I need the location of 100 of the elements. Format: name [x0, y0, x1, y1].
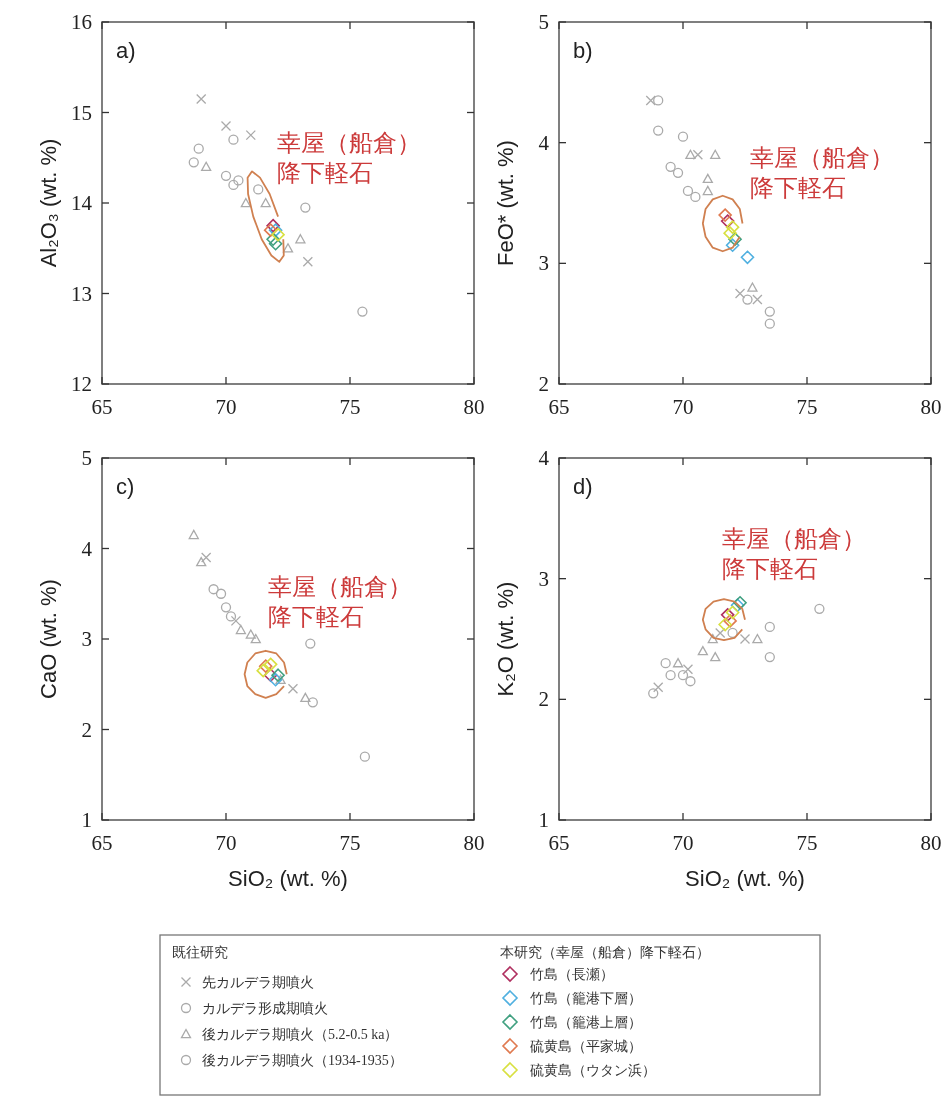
- point: [300, 692, 311, 703]
- point: [307, 697, 318, 708]
- point: [201, 161, 212, 172]
- point: [230, 615, 242, 627]
- point: [275, 674, 286, 684]
- point: [233, 175, 244, 186]
- x-tick-label: 75: [339, 395, 361, 419]
- line-series: [243, 649, 288, 699]
- point: [268, 223, 283, 237]
- point: [707, 633, 718, 644]
- x-tick-label: 65: [548, 831, 570, 855]
- point: [718, 208, 732, 222]
- y-tick-label: 13: [71, 281, 92, 306]
- x-tick-label: 70: [215, 395, 237, 419]
- point: [702, 173, 713, 184]
- legend-label: 硫黄島（平家城）: [530, 1039, 642, 1054]
- point: [240, 197, 251, 208]
- point: [266, 232, 280, 246]
- point: [727, 627, 738, 639]
- y-axis-title: CaO (wt. %): [36, 579, 61, 699]
- point: [228, 134, 239, 145]
- point: [260, 197, 271, 208]
- y-tick-label: 12: [71, 372, 92, 396]
- point: [764, 318, 775, 329]
- point: [256, 663, 270, 678]
- point: [263, 668, 278, 682]
- point: [266, 218, 280, 233]
- point: [723, 614, 737, 628]
- point: [196, 556, 207, 567]
- x-tick-label: 80: [920, 395, 942, 419]
- annotation: 幸屋（船倉）降下軽石: [750, 144, 895, 203]
- point: [710, 651, 721, 662]
- point: [287, 683, 299, 694]
- point: [282, 243, 294, 253]
- point: [723, 226, 737, 240]
- x-tick-label: 80: [920, 831, 942, 855]
- point: [702, 185, 713, 196]
- point: [665, 670, 676, 681]
- point: [672, 657, 684, 668]
- point: [263, 223, 278, 237]
- point: [225, 611, 237, 622]
- point: [653, 682, 664, 693]
- x-tick-label: 65: [548, 395, 570, 419]
- x-axis-title: SiO₂ (wt. %): [228, 866, 348, 891]
- annotation: 幸屋（船倉）降下軽石: [268, 573, 413, 632]
- point: [720, 608, 735, 622]
- point: [715, 627, 726, 639]
- y-tick-label: 2: [538, 372, 549, 396]
- point: [645, 95, 656, 106]
- x-tick-label: 70: [672, 395, 694, 419]
- y-tick-label: 1: [538, 808, 549, 832]
- point: [739, 633, 751, 645]
- legend-label: 竹島（籠港下層）: [530, 991, 642, 1006]
- point: [685, 676, 696, 687]
- legend-label: 後カルデラ期噴火（5.2-0.5 ka）: [202, 1027, 399, 1042]
- point: [295, 234, 306, 244]
- point: [302, 256, 313, 267]
- point: [268, 236, 283, 251]
- point: [677, 131, 689, 142]
- point: [742, 294, 753, 305]
- y-tick-label: 4: [538, 130, 550, 155]
- y-tick-label: 1: [81, 808, 92, 832]
- x-tick-label: 75: [339, 831, 361, 855]
- point: [196, 93, 207, 105]
- annotation: 幸屋（船倉）降下軽石: [277, 129, 422, 188]
- point: [258, 659, 273, 673]
- point: [752, 633, 763, 644]
- y-axis-title: K₂O (wt. %): [493, 581, 518, 697]
- point: [220, 120, 232, 132]
- x-tick-label: 80: [463, 831, 485, 855]
- point: [271, 668, 285, 682]
- point: [685, 149, 696, 159]
- x-axis-title: SiO₂ (wt. %): [685, 866, 805, 891]
- point: [734, 288, 746, 299]
- point: [764, 651, 775, 663]
- point: [305, 638, 316, 649]
- point: [814, 603, 825, 614]
- point: [728, 232, 742, 246]
- point: [271, 227, 285, 242]
- point: [740, 250, 755, 265]
- x-tick-label: 70: [215, 831, 237, 855]
- y-axis-title: FeO* (wt. %): [493, 140, 518, 266]
- point: [672, 167, 684, 178]
- legend-label: 硫黄島（ウタン浜）: [530, 1063, 656, 1078]
- point: [653, 95, 664, 106]
- point: [764, 621, 775, 633]
- annotation: b): [573, 38, 593, 63]
- y-tick-label: 4: [81, 536, 93, 561]
- y-tick-label: 4: [538, 446, 550, 470]
- point: [677, 670, 689, 681]
- y-tick-label: 5: [81, 446, 92, 470]
- y-tick-label: 5: [538, 10, 549, 34]
- legend-label: 後カルデラ期噴火（1934-1935）: [202, 1053, 403, 1068]
- point: [188, 157, 199, 168]
- annotation: 幸屋（船倉）降下軽石: [722, 525, 867, 584]
- point: [250, 633, 261, 644]
- point: [682, 664, 694, 675]
- point: [697, 645, 708, 656]
- point: [188, 529, 199, 540]
- point: [193, 143, 204, 154]
